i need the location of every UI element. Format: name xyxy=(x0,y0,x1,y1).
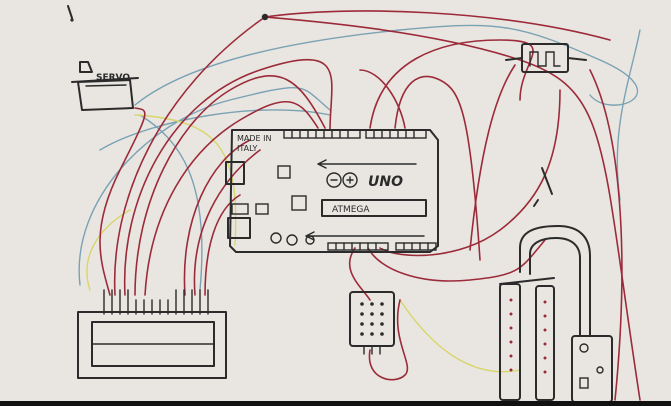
uno-label: UNO xyxy=(368,174,403,190)
bottom-edge xyxy=(0,401,671,406)
atmega-chip xyxy=(321,199,427,217)
wire-red-4 xyxy=(134,75,326,296)
wire-blue-5 xyxy=(616,29,641,201)
usb-port xyxy=(225,161,245,185)
reset-button xyxy=(291,195,307,211)
wire-red-2 xyxy=(264,16,641,401)
wire-red-7 xyxy=(193,149,261,296)
lcd-header-pins xyxy=(103,289,209,315)
wire-yellow-1 xyxy=(134,114,237,246)
sensor-module-board xyxy=(571,335,613,403)
header-power xyxy=(327,242,389,251)
power-jack xyxy=(227,217,251,239)
wire-blue-1 xyxy=(134,24,639,106)
wire-red-9 xyxy=(369,39,534,129)
wires xyxy=(78,10,641,401)
servo-label: SERVO xyxy=(96,73,130,83)
wire-red-11 xyxy=(359,69,406,129)
wire-red-14 xyxy=(379,89,561,257)
atmega-label: ATMEGA xyxy=(332,205,370,215)
wire-red-17 xyxy=(589,69,623,401)
wire-red-12 xyxy=(367,239,546,282)
wire-blue-3 xyxy=(139,114,203,291)
wire-red-8 xyxy=(204,194,241,296)
arduino-uno-board: MADE IN ITALY UNO ATMEGA xyxy=(225,129,439,253)
made-in-label: MADE IN xyxy=(237,134,271,143)
wire-red-18 xyxy=(99,107,146,296)
lcd-display xyxy=(77,289,227,379)
dht-sensor xyxy=(349,291,395,355)
crystal xyxy=(277,165,291,179)
servo-motor: SERVO xyxy=(67,5,139,111)
junction-dot-top xyxy=(261,13,269,21)
wire-red-6 xyxy=(183,139,251,296)
wire-red-15 xyxy=(368,299,409,381)
wire-yellow-3 xyxy=(86,209,131,291)
wire-red-13 xyxy=(348,247,371,301)
wire-red-16 xyxy=(469,64,516,251)
wire-red-10 xyxy=(394,75,481,261)
wire-blue-4 xyxy=(99,109,331,151)
wire-yellow-2 xyxy=(399,299,521,373)
header-digital-2 xyxy=(365,129,427,139)
arduino-logo xyxy=(326,172,358,188)
wire-red-3 xyxy=(123,58,333,296)
wire-blue-2 xyxy=(78,86,331,286)
header-digital-1 xyxy=(283,129,361,139)
switch xyxy=(533,167,553,207)
italy-label: ITALY xyxy=(237,144,257,153)
ldr-sensor xyxy=(505,43,587,73)
header-analog xyxy=(395,242,437,251)
wire-red-5 xyxy=(144,101,319,296)
soil-moisture-sensor xyxy=(499,225,613,403)
